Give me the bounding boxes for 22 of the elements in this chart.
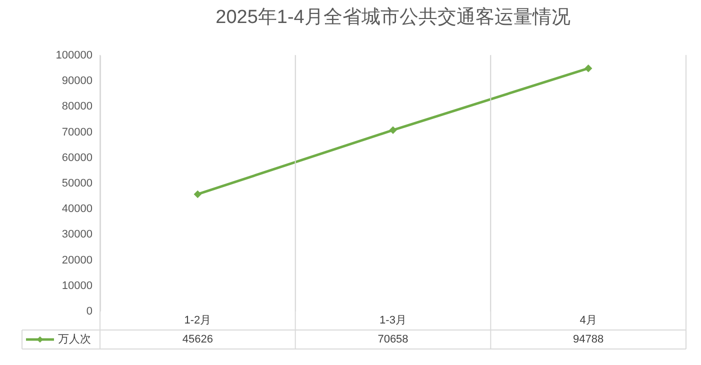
x-tick-label: 1-3月 [380,314,406,326]
y-tick-label: 50000 [62,178,92,190]
y-tick-label: 90000 [62,75,92,88]
point [194,190,202,198]
point [584,64,592,72]
legend-label: 万人次 [58,334,91,346]
data-label: 94788 [573,334,604,346]
y-tick-label: 30000 [62,228,92,241]
y-tick-label: 60000 [62,152,92,164]
x-tick-label: 1-2月 [184,314,212,326]
y-tick-label: 80000 [62,100,92,113]
chart-title: 2025年1-4月全省城市公共交通客运量情况 [216,6,570,28]
y-tick-label: 70000 [62,126,92,138]
y-tick-label: 0 [86,306,92,318]
y-tick-label: 10000 [62,280,92,292]
y-tick-label: 100000 [56,50,92,62]
y-tick-label: 40000 [62,203,92,216]
x-tick-label: 4月 [580,314,597,326]
point [389,126,397,134]
data-label: 70658 [378,334,408,346]
y-tick-label: 20000 [62,254,92,266]
data-label: 45626 [182,334,213,346]
